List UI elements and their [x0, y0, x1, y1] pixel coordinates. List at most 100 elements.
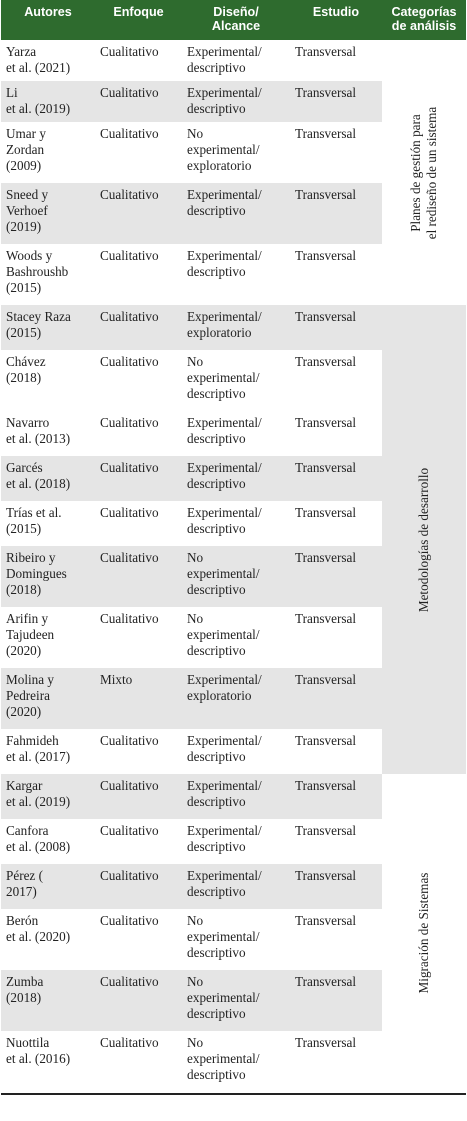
cell-autores: Trías et al. (2015): [6, 505, 62, 536]
cell-enfoque: Cualitativo: [100, 913, 159, 928]
cell-enfoque: Cualitativo: [100, 354, 159, 369]
cell-estudio: Transversal: [295, 1035, 357, 1050]
cell-autores: Canfora et al. (2008): [6, 823, 71, 854]
cell-autores: Ribeiro y Domingues (2018): [1, 546, 95, 607]
cell-enfoque: Cualitativo: [95, 81, 182, 122]
cell-diseno: No experimental/descriptivo: [187, 913, 260, 960]
cell-diseno: Experimental/descriptivo: [182, 774, 290, 819]
cell-diseno: Experimental/descriptivo: [187, 505, 262, 536]
header-diseno: Diseño/Alcance: [182, 0, 290, 40]
cell-diseno: Experimental/descriptivo: [187, 248, 262, 279]
cell-enfoque: Cualitativo: [95, 774, 182, 819]
cell-estudio: Transversal: [290, 546, 382, 607]
cell-enfoque: Cualitativo: [100, 823, 159, 838]
category-cell: Metodologías de desarrollo: [382, 305, 466, 774]
cell-autores: Li et al. (2019): [1, 81, 95, 122]
cell-autores: Arifin y Tajudeen (2020): [6, 611, 55, 658]
cell-autores: Sneed y Verhoef (2019): [1, 183, 95, 244]
table-row: Molina y Pedreira (2020) Mixto Experimental/…: [1, 668, 466, 729]
cell-diseno: Experimental/exploratorio: [182, 305, 290, 350]
table-row: Zumba (2018) Cualitativo No experimental/des…: [1, 970, 466, 1031]
cell-estudio: Transversal: [290, 970, 382, 1031]
table-bottom-rule: [1, 1093, 466, 1095]
cell-enfoque: Cualitativo: [100, 44, 159, 59]
table-row: Chávez (2018) Cualitativo No experimental/de…: [1, 350, 466, 411]
cell-autores: Stacey Raza (2015): [1, 305, 95, 350]
header-autores: Autores: [1, 0, 95, 40]
cell-diseno: Experimental/exploratorio: [182, 668, 290, 729]
cell-diseno: Experimental/descriptivo: [187, 823, 262, 854]
category-cell: Migración de Sistemas: [382, 774, 466, 1092]
cell-estudio: Transversal: [295, 913, 357, 928]
cell-enfoque: Cualitativo: [95, 183, 182, 244]
cell-autores: Pérez (2017): [1, 864, 95, 909]
cell-enfoque: Cualitativo: [100, 505, 159, 520]
cell-diseno: No experimental/descriptivo: [187, 1035, 260, 1082]
cell-autores: Garcés et al. (2018): [1, 456, 95, 501]
cell-diseno: Experimental/descriptivo: [187, 415, 262, 446]
table-row: Trías et al. (2015) Cualitativo Experimenta…: [1, 501, 466, 546]
cell-diseno: Experimental/descriptivo: [182, 81, 290, 122]
cell-enfoque: Cualitativo: [100, 248, 159, 263]
cell-estudio: Transversal: [290, 305, 382, 350]
category-label: Metodologías de desarrollo: [416, 467, 431, 612]
cell-autores: Woods y Bashroushb (2015): [6, 248, 69, 295]
cell-diseno: Experimental/descriptivo: [182, 456, 290, 501]
cell-estudio: Transversal: [295, 248, 357, 263]
cell-estudio: Transversal: [290, 668, 382, 729]
header-enfoque: Enfoque: [95, 0, 182, 40]
cell-estudio: Transversal: [295, 354, 357, 369]
category-cell: Planes de gestión para el rediseño de un …: [382, 40, 466, 305]
cell-enfoque: Cualitativo: [100, 733, 159, 748]
cell-enfoque: Cualitativo: [95, 970, 182, 1031]
cell-autores: Fahmideh et al. (2017): [6, 733, 71, 764]
cell-enfoque: Cualitativo: [95, 546, 182, 607]
cell-enfoque: Mixto: [95, 668, 182, 729]
cell-estudio: Transversal: [295, 44, 357, 59]
table-row: Garcés et al. (2018) Cualitativo Experiment…: [1, 456, 466, 501]
table-row: Pérez (2017) Cualitativo Experimental/desc…: [1, 864, 466, 909]
cell-autores: Chávez (2018): [6, 354, 46, 385]
table-row: Canfora et al. (2008) Cualitativo Experimen…: [1, 819, 466, 864]
table-row: Stacey Raza (2015) Cualitativo Experimental…: [1, 305, 466, 774]
cell-autores: Yarza et al. (2021): [6, 44, 71, 75]
table-row: Yarza et al. (2021) Cualitativo Experimenta…: [1, 40, 466, 305]
cell-estudio: Transversal: [295, 611, 357, 626]
cell-estudio: Transversal: [290, 183, 382, 244]
cell-enfoque: Cualitativo: [95, 864, 182, 909]
cell-diseno: No experimental/exploratorio: [187, 126, 260, 173]
cell-diseno: Experimental/descriptivo: [182, 864, 290, 909]
cell-diseno: No experimental/descriptivo: [182, 970, 290, 1031]
cell-enfoque: Cualitativo: [100, 126, 159, 141]
table-row: Fahmideh et al. (2017) Cualitativo Experime…: [1, 729, 466, 774]
cell-estudio: Transversal: [295, 823, 357, 838]
table-row: Navarro et al. (2013) Cualitativo Experimen…: [1, 411, 466, 456]
cell-enfoque: Cualitativo: [100, 1035, 159, 1050]
cell-estudio: Transversal: [295, 415, 357, 430]
category-label: Migración de Sistemas: [416, 872, 431, 994]
cell-diseno: Experimental/descriptivo: [187, 733, 262, 764]
cell-autores: Molina y Pedreira (2020): [1, 668, 95, 729]
cell-enfoque: Cualitativo: [100, 415, 159, 430]
table-row: Umar y Zordan (2009) Cualitativo No experimen…: [1, 122, 466, 183]
studies-table: Autores Enfoque Diseño/Alcance Estudio C…: [1, 0, 466, 1092]
cell-enfoque: Cualitativo: [100, 611, 159, 626]
cell-estudio: Transversal: [290, 456, 382, 501]
cell-autores: Umar y Zordan (2009): [6, 126, 46, 173]
header-categorias: Categorías de análisis: [382, 0, 466, 40]
cell-estudio: Transversal: [290, 774, 382, 819]
cell-autores: Kargar et al. (2019): [1, 774, 95, 819]
cell-estudio: Transversal: [290, 81, 382, 122]
cell-autores: Zumba (2018): [1, 970, 95, 1031]
table-row: Berón et al. (2020) Cualitativo No experimen…: [1, 909, 466, 970]
header-estudio: Estudio: [290, 0, 382, 40]
cell-estudio: Transversal: [295, 505, 357, 520]
cell-diseno: Experimental/descriptivo: [182, 183, 290, 244]
cell-diseno: No experimental/descriptivo: [187, 354, 260, 401]
table-row: Woods y Bashroushb (2015) Cualitativo Experi…: [1, 244, 466, 305]
cell-enfoque: Cualitativo: [95, 305, 182, 350]
cell-autores: Nuottila et al. (2016): [6, 1035, 71, 1066]
cell-autores: Berón et al. (2020): [6, 913, 71, 944]
cell-diseno: Experimental/descriptivo: [187, 44, 262, 75]
cell-estudio: Transversal: [295, 733, 357, 748]
